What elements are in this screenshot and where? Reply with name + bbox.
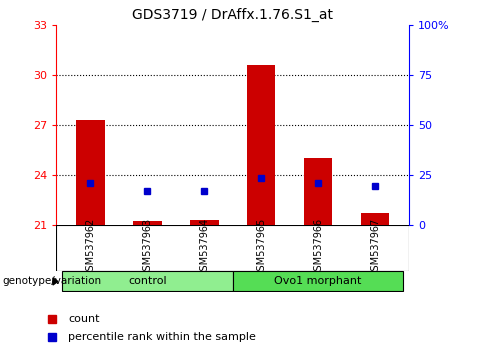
Bar bbox=[304, 158, 332, 225]
Bar bbox=[247, 65, 275, 225]
Text: GSM537965: GSM537965 bbox=[256, 218, 266, 278]
Bar bbox=[62, 271, 233, 291]
Text: percentile rank within the sample: percentile rank within the sample bbox=[69, 332, 256, 342]
Text: GSM537966: GSM537966 bbox=[313, 218, 323, 278]
Title: GDS3719 / DrAffx.1.76.S1_at: GDS3719 / DrAffx.1.76.S1_at bbox=[132, 8, 333, 22]
Text: GSM537962: GSM537962 bbox=[85, 218, 96, 278]
Text: count: count bbox=[69, 314, 100, 324]
Bar bbox=[76, 120, 105, 225]
Bar bbox=[361, 213, 389, 225]
Text: Ovo1 morphant: Ovo1 morphant bbox=[274, 276, 362, 286]
Text: control: control bbox=[128, 276, 167, 286]
Bar bbox=[233, 271, 403, 291]
Text: genotype/variation: genotype/variation bbox=[2, 276, 101, 286]
Bar bbox=[190, 220, 219, 225]
Text: GSM537963: GSM537963 bbox=[143, 218, 152, 278]
Text: GSM537967: GSM537967 bbox=[370, 218, 380, 278]
Text: GSM537964: GSM537964 bbox=[199, 218, 209, 278]
Polygon shape bbox=[53, 278, 58, 285]
Bar bbox=[133, 221, 162, 225]
